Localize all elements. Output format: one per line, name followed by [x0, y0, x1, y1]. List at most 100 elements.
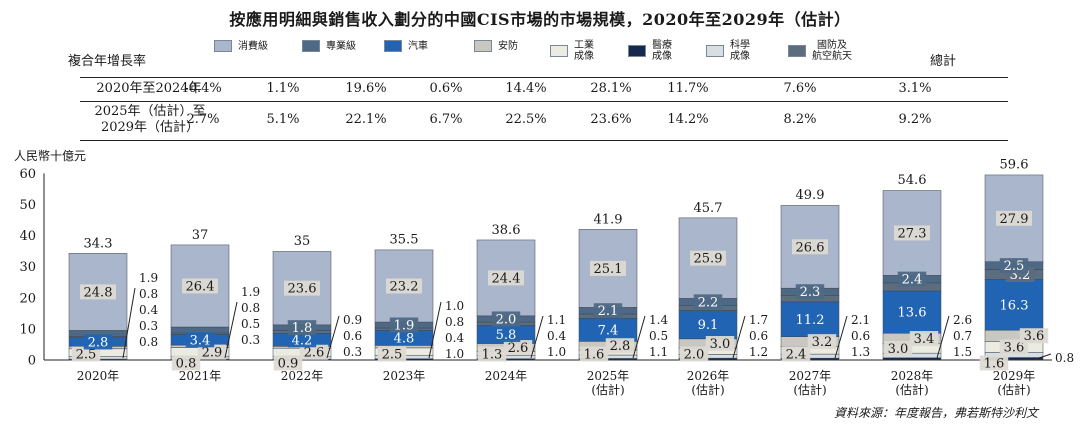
- side-label: 0.9: [343, 313, 362, 327]
- side-label: 0.5: [649, 329, 668, 343]
- legend-swatch: [628, 45, 646, 57]
- bar-total-label: 35.5: [390, 233, 419, 248]
- segment-label-box: [284, 280, 320, 296]
- legend-label: 醫療 成像: [652, 40, 672, 62]
- total-header: 總計: [930, 54, 957, 69]
- segment-label-box: [897, 271, 927, 287]
- cagr-cell: 8.2%: [783, 112, 817, 127]
- segment-label: 23.2: [390, 279, 419, 294]
- legend-swatch: [706, 45, 724, 57]
- table-rule: [80, 77, 1008, 78]
- segment-label: 0.9: [278, 357, 299, 372]
- x-category-label: 2026年: [687, 369, 730, 383]
- legend-item: 工業 成像: [550, 40, 594, 62]
- side-label: 0.5: [241, 317, 260, 331]
- segment-label-box: [273, 355, 303, 371]
- legend-item: 汽車: [384, 40, 428, 52]
- table-rule: [80, 101, 1008, 102]
- y-axis-title: 人民幣十億元: [14, 149, 86, 163]
- cagr-period-label: 2020年至2024年: [96, 81, 202, 96]
- cagr-cell: 23.6%: [590, 112, 632, 127]
- segment-label-box: [197, 344, 227, 360]
- cagr-cell: 28.1%: [590, 81, 632, 96]
- side-label: 1.5: [953, 345, 972, 359]
- cagr-cell: 19.6%: [345, 81, 387, 96]
- side-label: 0.3: [139, 319, 158, 333]
- legend-label: 消費級: [238, 40, 268, 52]
- table-rule: [80, 140, 1008, 141]
- segment-label-box: [792, 311, 828, 327]
- segment-label: 25.1: [594, 262, 623, 277]
- legend-item: 安防: [474, 40, 518, 52]
- cagr-cell: 11.7%: [667, 81, 709, 96]
- bar-segment: [882, 357, 942, 361]
- segment-label: 26.6: [796, 240, 825, 255]
- segment-label-box: [996, 210, 1032, 226]
- segment-label-box: [477, 346, 507, 362]
- segment-label: 3.6: [1004, 340, 1025, 355]
- legend-item: 專業級: [302, 40, 356, 52]
- side-label: 0.6: [343, 329, 362, 343]
- cagr-cell: 6.7%: [429, 112, 463, 127]
- bar-total-label: 49.9: [796, 188, 825, 203]
- segment-label: 11.2: [796, 313, 825, 328]
- legend-swatch: [384, 40, 402, 52]
- segment-label-box: [71, 346, 101, 362]
- segment-label: 1.9: [394, 319, 415, 334]
- chart-title: 按應用明細與銷售收入劃分的中國CIS市場的市場規模，2020年至2029年（估計…: [229, 10, 851, 29]
- legend-item: 國防及 航空航天: [788, 40, 852, 62]
- segment-label-box: [690, 250, 726, 266]
- leader-line: [122, 287, 136, 359]
- cagr-cell: 3.1%: [898, 81, 932, 96]
- segment-label: 2.3: [800, 285, 821, 300]
- side-label: 0.8: [241, 301, 260, 315]
- legend-label: 汽車: [408, 40, 428, 52]
- segment-label-box: [377, 346, 407, 362]
- side-label: 0.4: [139, 303, 158, 317]
- segment-label-box: [593, 322, 623, 338]
- legend-label: 安防: [498, 40, 518, 52]
- cagr-cell: 14.2%: [667, 112, 709, 127]
- segment-label: 2.9: [202, 346, 223, 361]
- segment-label-box: [693, 294, 723, 310]
- side-label: 1.9: [139, 271, 158, 285]
- side-label: 2.1: [851, 313, 870, 327]
- cagr-header-label: 複合年增長率: [68, 54, 147, 69]
- segment-label: 2.6: [508, 341, 529, 356]
- side-label: 1.0: [445, 347, 464, 361]
- side-label: 0.6: [749, 329, 768, 343]
- legend-swatch: [550, 45, 568, 57]
- legend-label: 國防及 航空航天: [812, 40, 852, 62]
- segment-label: 1.8: [292, 321, 313, 336]
- cagr-cell: 22.1%: [345, 112, 387, 127]
- cagr-cell: 22.5%: [505, 112, 547, 127]
- leader-line: [936, 315, 950, 359]
- leader-line: [1038, 353, 1052, 359]
- leader-line: [326, 315, 340, 359]
- segment-label: 23.6: [288, 282, 317, 297]
- legend-swatch: [214, 40, 232, 52]
- segment-label-box: [792, 239, 828, 255]
- side-label: 0.3: [241, 333, 260, 347]
- segment-label-box: [579, 346, 609, 362]
- bar-total-label: 34.3: [84, 236, 113, 251]
- bar-segment: [374, 249, 434, 323]
- segment-label-box: [80, 284, 116, 300]
- segment-label-box: [590, 260, 626, 276]
- segment-label-box: [593, 303, 623, 319]
- segment-label: 2.8: [88, 335, 109, 350]
- cagr-cell: 1.1%: [266, 81, 300, 96]
- segment-label: 5.8: [496, 328, 517, 343]
- side-label: 1.9: [241, 285, 260, 299]
- segment-label: 0.8: [176, 357, 197, 372]
- segment-label-box: [185, 332, 215, 348]
- segment-label-box: [996, 297, 1032, 313]
- x-category-label: 2021年: [179, 369, 222, 383]
- segment-label: 4.2: [292, 333, 313, 348]
- segment-label: 27.3: [898, 226, 927, 241]
- side-label: 0.7: [953, 329, 972, 343]
- leader-line: [732, 315, 746, 359]
- segment-label-box: [182, 278, 218, 294]
- segment-label: 16.3: [1000, 298, 1029, 313]
